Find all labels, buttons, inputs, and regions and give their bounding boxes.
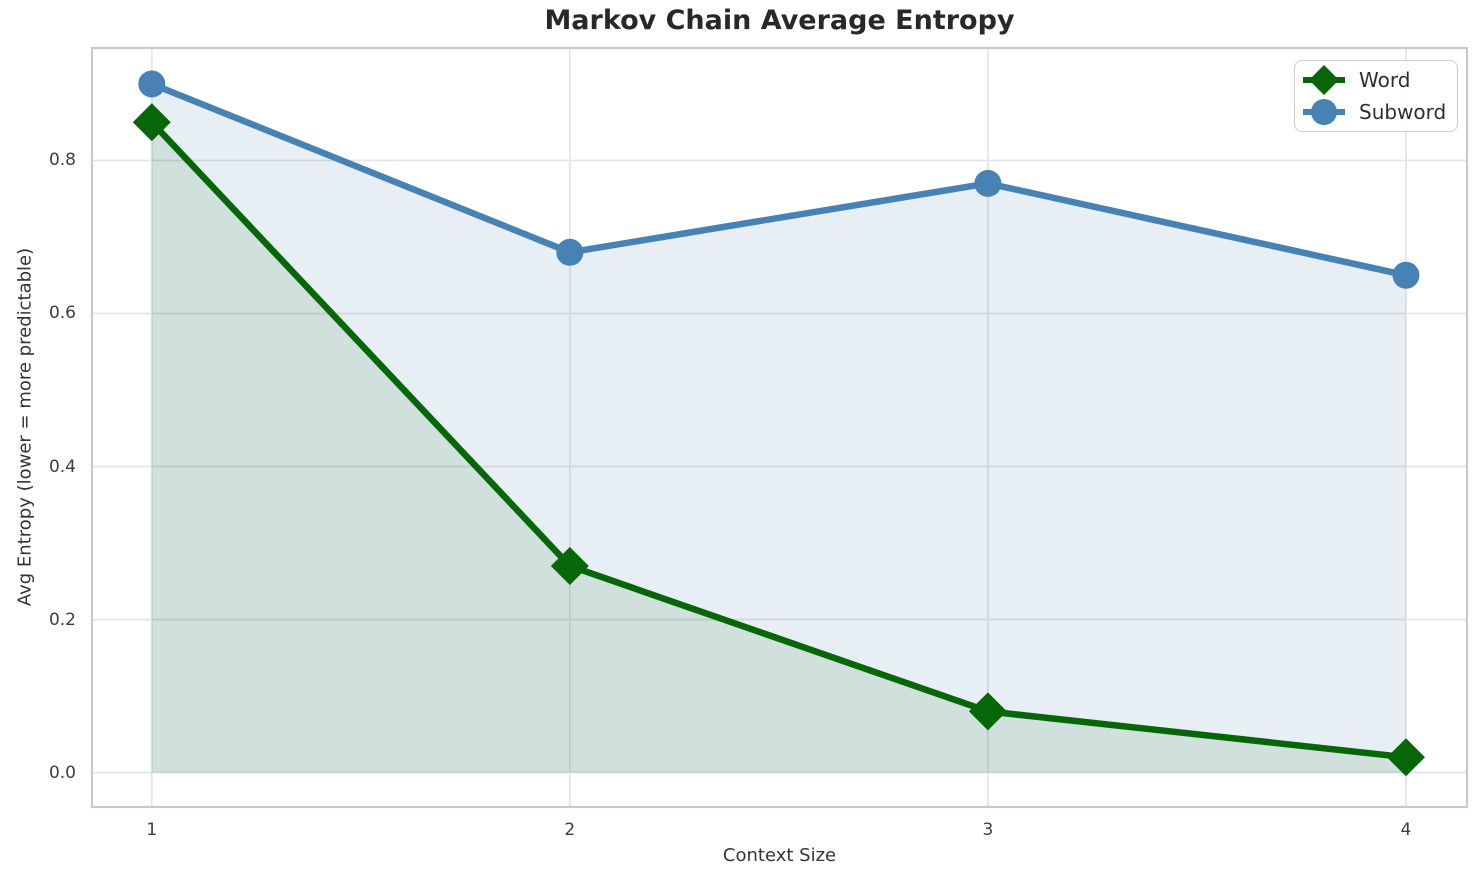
y-tick-label: 0.0 [48,762,76,783]
legend-label-subword: Subword [1359,100,1447,124]
x-tick-label: 1 [146,820,158,840]
legend-label-word: Word [1359,68,1411,92]
legend-item-subword: Subword [1295,96,1457,128]
y-tick-label: 0.8 [48,150,76,171]
subword-circle-marker-icon [1303,99,1345,125]
y-tick-label: 0.4 [48,456,76,477]
x-tick-label: 4 [1400,820,1412,840]
x-axis-label: Context Size [722,845,837,866]
legend-item-word: Word [1295,64,1457,96]
x-tick-label: 3 [982,820,994,840]
x-tick-label: 2 [564,820,576,840]
legend: Word Subword [1294,60,1458,132]
chart-title: Markov Chain Average Entropy [544,5,1015,36]
y-tick-label: 0.2 [48,609,76,630]
y-tick-label: 0.6 [48,303,76,324]
word-diamond-marker-icon [1303,65,1345,95]
